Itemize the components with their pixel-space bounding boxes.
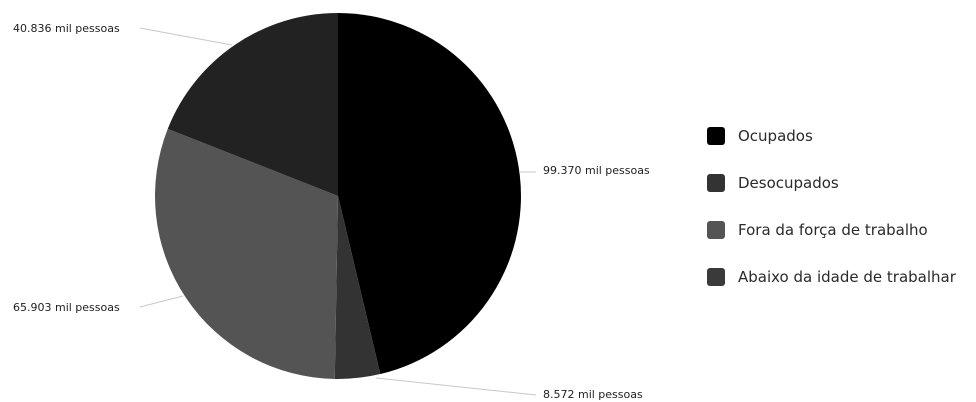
legend-swatch bbox=[707, 220, 725, 239]
legend-item-fora-da-forca[interactable]: Fora da força de trabalho bbox=[707, 206, 956, 253]
legend-swatch bbox=[707, 173, 725, 192]
pie-slice-fora-da-for-a-de-trabalho[interactable] bbox=[155, 128, 338, 379]
legend-label: Desocupados bbox=[738, 173, 839, 192]
data-label: 65.903 mil pessoas bbox=[13, 301, 120, 314]
legend-item-abaixo-da-idade[interactable]: Abaixo da idade de trabalhar bbox=[707, 253, 956, 300]
legend-label: Abaixo da idade de trabalhar bbox=[738, 267, 956, 286]
pie-labels: 99.370 mil pessoas 8.572 mil pessoas 65.90… bbox=[13, 22, 650, 401]
data-label: 99.370 mil pessoas bbox=[543, 164, 650, 177]
legend-label: Ocupados bbox=[738, 126, 813, 145]
legend-label: Fora da força de trabalho bbox=[738, 220, 928, 239]
leader-line bbox=[139, 295, 184, 308]
legend-swatch bbox=[707, 267, 725, 286]
pie-slices bbox=[155, 13, 521, 379]
legend-item-desocupados[interactable]: Desocupados bbox=[707, 159, 956, 206]
legend-swatch bbox=[707, 126, 725, 145]
chart-legend: Ocupados Desocupados Fora da força de tr… bbox=[707, 112, 956, 300]
pie-slice-desocupados[interactable] bbox=[334, 196, 381, 379]
legend-item-ocupados[interactable]: Ocupados bbox=[707, 112, 956, 159]
data-label: 8.572 mil pessoas bbox=[543, 388, 643, 401]
leader-line bbox=[139, 27, 233, 46]
pie-slice-abaixo-da-idade-de-trabalhar[interactable] bbox=[167, 13, 338, 196]
data-label: 40.836 mil pessoas bbox=[13, 22, 120, 35]
leader-line bbox=[375, 377, 537, 396]
pie-slice-ocupados[interactable] bbox=[338, 13, 521, 375]
